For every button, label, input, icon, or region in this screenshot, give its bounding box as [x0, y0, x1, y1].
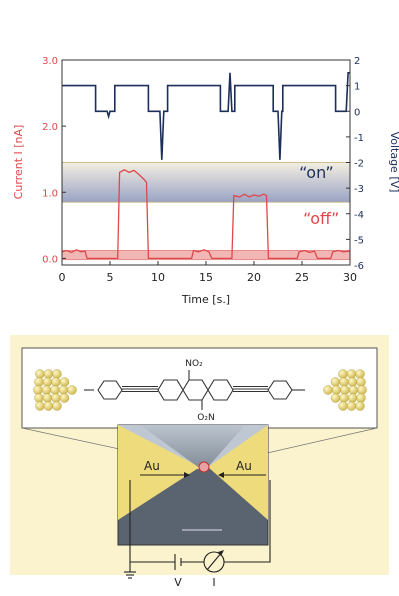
x-tick-label: 5	[107, 271, 114, 284]
gold-atom	[35, 401, 45, 411]
break-junction-micrograph	[117, 424, 269, 546]
gold-atom	[50, 385, 60, 395]
gold-atom	[357, 385, 367, 395]
y-right-tick-label: -3	[354, 184, 364, 195]
annotation-label: “on”	[299, 163, 333, 182]
current-meter-label: I	[212, 576, 215, 589]
y-right-tick-label: -1	[354, 133, 364, 144]
gold-atom	[347, 393, 358, 403]
gold-atom	[348, 385, 359, 395]
measurement-circuit	[124, 480, 271, 579]
gold-atom	[43, 401, 54, 411]
gold-atom	[356, 377, 366, 387]
y-left-tick-label: 3.0	[42, 56, 58, 67]
y-left-tick-label: 1.0	[42, 188, 58, 199]
y-left-tick-label: 2.0	[42, 122, 58, 133]
gold-atom	[330, 393, 341, 403]
gold-atom	[340, 385, 350, 395]
gold-atom	[67, 385, 77, 395]
gold-atom	[34, 377, 44, 387]
gold-cluster-right	[323, 369, 367, 411]
gold-atom	[41, 385, 52, 395]
y-axis-left: 0.0 1.0 2.0 3.0	[42, 56, 66, 265]
y-right-tick-label: 1	[354, 82, 360, 93]
x-axis: 0 5 10 15 20 25 30	[59, 261, 357, 284]
y-left-tick-label: 0.0	[42, 254, 58, 265]
gold-atom	[35, 369, 45, 379]
x-tick-label: 15	[199, 271, 213, 284]
y-axis-left-label: Current I [nA]	[12, 125, 25, 200]
gold-atom	[339, 393, 349, 403]
x-tick-label: 0	[59, 271, 66, 284]
gold-atom	[42, 393, 53, 403]
gold-atom	[339, 377, 349, 387]
chart-series	[61, 72, 351, 260]
gold-atom	[51, 393, 61, 403]
y-right-tick-label: -2	[354, 159, 364, 170]
junction-point	[198, 461, 210, 473]
voltage-line	[62, 72, 350, 160]
gold-atom	[346, 401, 357, 411]
current-line	[61, 169, 351, 260]
y-right-tick-label: -6	[354, 261, 364, 272]
gold-atom	[330, 377, 341, 387]
y-right-tick-label: -5	[354, 235, 364, 246]
gold-atom	[338, 369, 348, 379]
band-on	[61, 162, 351, 203]
nitro-group-top: NO₂	[185, 359, 203, 369]
gold-atom	[34, 393, 44, 403]
gold-atom	[347, 377, 358, 387]
current-voltage-chart: 0 5 10 15 20 25 30 0.01.02.03.0 210-1-2-3-4-5-…	[12, 56, 399, 306]
gold-atom	[323, 385, 333, 395]
gold-atom	[43, 369, 54, 379]
chart-annotations: “on” “off”	[299, 163, 339, 228]
arrow-right-head	[218, 472, 224, 478]
gold-cluster-left	[33, 369, 77, 411]
voltage-source-label: V	[174, 576, 182, 589]
electrode-label-right: Au	[236, 459, 252, 473]
gold-atom	[338, 401, 348, 411]
x-tick-label: 20	[247, 271, 261, 284]
y-right-tick-label: 2	[354, 56, 360, 67]
y-right-tick-label: 0	[354, 107, 360, 118]
gold-atom	[58, 385, 69, 395]
gold-atom	[33, 385, 43, 395]
gold-atom	[52, 401, 62, 411]
molecule-structure	[84, 370, 305, 410]
gold-atom	[346, 369, 357, 379]
electrode-label-left: Au	[144, 459, 160, 473]
gold-atom	[356, 393, 366, 403]
arrow-left-head	[184, 472, 190, 478]
gold-atom	[331, 385, 342, 395]
annotation-label: “off”	[303, 209, 339, 228]
gold-atom	[51, 377, 61, 387]
x-axis-label: Time [s.]	[181, 293, 230, 306]
y-axis-right: 2 1 0 -1 -2 -3 -4 -5 -6	[346, 56, 364, 272]
y-right-tick-label: -4	[354, 210, 364, 221]
gold-atom	[59, 393, 70, 403]
x-tick-label: 30	[343, 271, 357, 284]
nitro-group-bottom: O₂N	[197, 413, 214, 423]
meter-arrow-head	[218, 550, 224, 556]
x-tick-label: 25	[295, 271, 309, 284]
gold-atom	[42, 377, 53, 387]
gold-atom	[355, 369, 365, 379]
molecule-box	[21, 347, 378, 429]
molecular-junction-diagram: NO₂ O₂N Au Au V I	[10, 335, 389, 589]
gold-atom	[59, 377, 70, 387]
gold-atom	[355, 401, 365, 411]
y-axis-right-label: Voltage [V]	[388, 132, 399, 193]
gold-atom	[52, 369, 62, 379]
x-tick-label: 10	[151, 271, 165, 284]
